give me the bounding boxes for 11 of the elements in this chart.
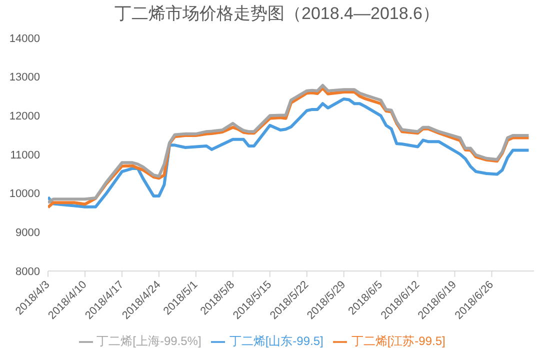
- legend-label: 丁二烯[山东-99.5]: [229, 334, 324, 348]
- y-tick-label: 13000: [9, 72, 40, 84]
- legend-label: 丁二烯[上海-99.5%]: [96, 334, 202, 348]
- y-tick-label: 10000: [9, 188, 40, 200]
- y-tick-label: 14000: [9, 32, 40, 45]
- y-tick-label: 8000: [16, 266, 40, 278]
- chart-title: 丁二烯市场价格走势图（2018.4—2018.6）: [114, 3, 440, 25]
- y-tick-label: 9000: [16, 227, 40, 240]
- y-tick-label: 12000: [9, 110, 40, 123]
- y-tick-label: 11000: [10, 149, 40, 162]
- legend-label: 丁二烯[江苏-99.5]: [351, 334, 446, 348]
